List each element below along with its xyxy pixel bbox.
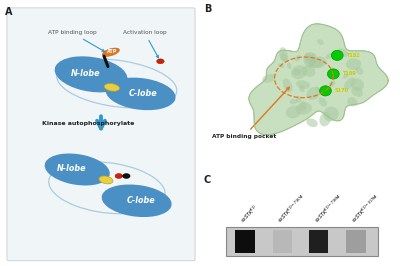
Ellipse shape (106, 78, 176, 110)
Ellipse shape (326, 53, 332, 59)
Ellipse shape (291, 65, 307, 79)
Ellipse shape (307, 87, 320, 100)
Ellipse shape (317, 39, 324, 45)
Ellipse shape (290, 99, 297, 105)
Ellipse shape (323, 107, 339, 122)
Ellipse shape (337, 48, 348, 57)
Ellipse shape (351, 78, 364, 91)
Ellipse shape (316, 87, 320, 91)
Ellipse shape (115, 173, 122, 178)
Text: N-lobe: N-lobe (56, 164, 86, 173)
Text: ATP binding loop: ATP binding loop (48, 30, 104, 52)
Text: ssSTK$^{KD}$: ssSTK$^{KD}$ (238, 203, 260, 225)
Ellipse shape (157, 59, 164, 64)
Ellipse shape (310, 56, 326, 68)
Ellipse shape (122, 173, 130, 178)
Ellipse shape (45, 153, 110, 185)
Ellipse shape (343, 73, 349, 79)
Ellipse shape (306, 118, 318, 127)
Text: N-lobe: N-lobe (70, 69, 100, 78)
Ellipse shape (302, 66, 315, 77)
Ellipse shape (279, 47, 288, 61)
Text: T169: T169 (343, 72, 356, 76)
Ellipse shape (328, 69, 339, 79)
Ellipse shape (304, 52, 316, 67)
Text: A: A (5, 7, 12, 16)
Ellipse shape (329, 80, 335, 87)
Ellipse shape (347, 97, 358, 106)
Ellipse shape (308, 53, 316, 63)
Bar (226, 227, 378, 256)
Ellipse shape (300, 101, 306, 111)
Text: T182: T182 (347, 53, 360, 58)
FancyBboxPatch shape (7, 8, 195, 261)
Ellipse shape (356, 67, 364, 74)
Ellipse shape (55, 56, 128, 92)
Bar (309, 230, 328, 253)
Ellipse shape (296, 96, 301, 103)
Text: ATP binding pocket: ATP binding pocket (212, 87, 289, 139)
Text: Activation loop: Activation loop (123, 30, 166, 58)
Ellipse shape (319, 112, 331, 126)
Bar (272, 230, 292, 253)
Text: C-lobe: C-lobe (128, 89, 157, 98)
Text: ssSTK$^{KD-T169A}$: ssSTK$^{KD-T169A}$ (312, 193, 345, 225)
Text: ssSTK$^{KD-S178A}$: ssSTK$^{KD-S178A}$ (349, 192, 382, 225)
Ellipse shape (346, 59, 361, 70)
Ellipse shape (351, 87, 363, 97)
Ellipse shape (296, 102, 312, 115)
Bar (346, 230, 366, 253)
Ellipse shape (104, 84, 120, 91)
Ellipse shape (287, 63, 292, 69)
Text: Kinase autophosphorylate: Kinase autophosphorylate (42, 121, 134, 126)
Text: ssSTK$^{KD-T167A}$: ssSTK$^{KD-T167A}$ (276, 193, 308, 225)
Ellipse shape (296, 80, 310, 89)
Ellipse shape (295, 55, 300, 61)
Ellipse shape (99, 176, 113, 184)
Text: S170: S170 (335, 88, 349, 93)
Text: ATP: ATP (107, 49, 117, 55)
Polygon shape (249, 24, 388, 135)
Text: B: B (204, 4, 211, 14)
Ellipse shape (262, 74, 276, 83)
Ellipse shape (102, 48, 120, 56)
Ellipse shape (299, 85, 305, 92)
Ellipse shape (280, 53, 288, 62)
Text: C: C (204, 175, 211, 185)
Ellipse shape (283, 78, 292, 92)
Ellipse shape (278, 64, 284, 68)
Ellipse shape (102, 185, 172, 217)
Ellipse shape (320, 86, 331, 96)
Ellipse shape (304, 54, 316, 66)
Ellipse shape (331, 50, 343, 60)
Ellipse shape (308, 59, 323, 68)
Text: C-lobe: C-lobe (126, 196, 155, 205)
Ellipse shape (286, 106, 301, 118)
Ellipse shape (344, 77, 356, 89)
Bar (235, 230, 255, 253)
Ellipse shape (319, 97, 327, 106)
Ellipse shape (293, 69, 301, 75)
